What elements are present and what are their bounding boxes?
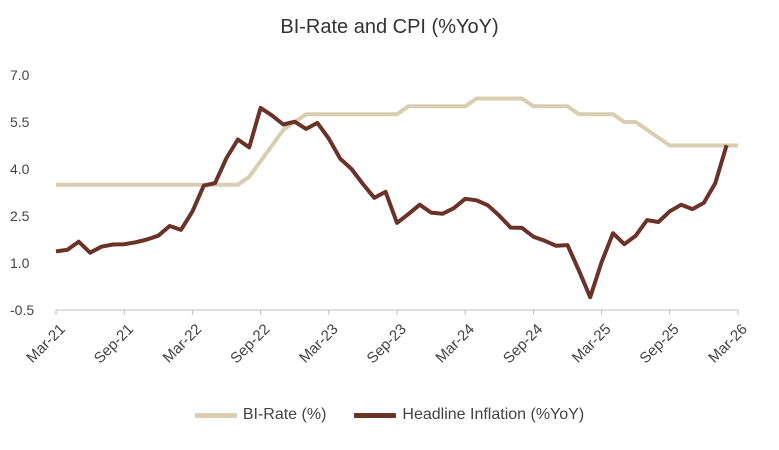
y-tick-label: 5.5 <box>10 114 30 130</box>
x-tick-label: Mar-25 <box>569 321 615 367</box>
legend-swatch-bi-rate <box>194 412 237 418</box>
y-tick-label: 4.0 <box>10 161 30 177</box>
legend: BI-Rate (%) Headline Inflation (%YoY) <box>0 406 779 424</box>
x-tick-label: Sep-21 <box>91 321 137 367</box>
y-tick-label: -0.5 <box>10 302 34 318</box>
y-tick-label: 2.5 <box>10 208 30 224</box>
series-line-headline-inflation <box>55 105 729 300</box>
legend-label-headline-inflation: Headline Inflation (%YoY) <box>402 406 585 423</box>
x-tick-label: Sep-23 <box>364 321 410 367</box>
y-tick-label: 7.0 <box>10 67 30 83</box>
y-tick-label: 1.0 <box>10 255 30 271</box>
x-tick-label: Mar-24 <box>432 321 478 367</box>
x-tick-label: Mar-23 <box>296 321 342 367</box>
x-tick-label: Sep-25 <box>636 321 682 367</box>
series-layer <box>55 96 738 300</box>
chart-title: BI-Rate and CPI (%YoY) <box>280 16 499 38</box>
legend-item-headline-inflation: Headline Inflation (%YoY) <box>354 406 584 424</box>
x-tick-label: Sep-24 <box>500 321 546 367</box>
x-tick-label: Mar-22 <box>160 321 206 367</box>
series-line-bi-rate <box>56 96 738 187</box>
x-tick-label: Sep-22 <box>227 321 273 367</box>
legend-item-bi-rate: BI-Rate (%) <box>194 406 327 424</box>
legend-swatch-headline-inflation <box>354 412 397 418</box>
x-axis: Mar-21 Sep-21 Mar-22 Sep-22 Mar-23 Sep-23 Mar-… <box>23 309 751 367</box>
legend-label-bi-rate: BI-Rate (%) <box>242 406 327 423</box>
y-axis-ticks: 7.0 5.5 4.0 2.5 1.0 -0.5 <box>10 67 34 318</box>
x-tick-label: Mar-21 <box>23 321 69 367</box>
x-tick-label: Mar-26 <box>705 321 751 367</box>
